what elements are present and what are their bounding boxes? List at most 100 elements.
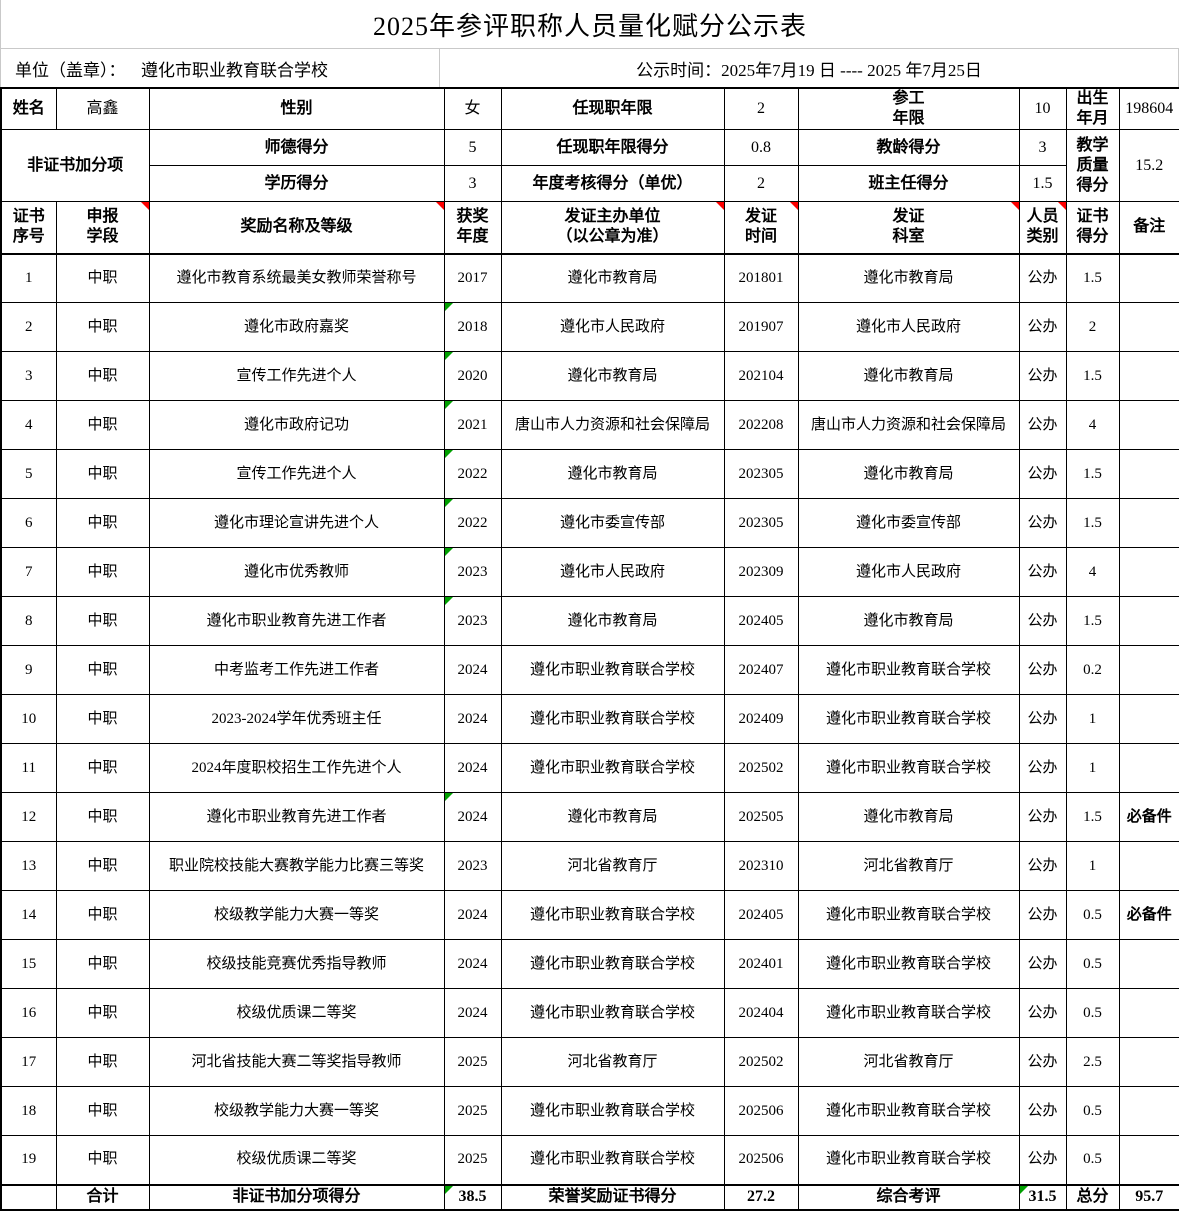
- certificate-row: 10 中职 2023-2024学年优秀班主任 2024 遵化市职业教育联合学校 20240…: [0, 694, 1179, 744]
- tenure-score-value: 0.8: [723, 129, 799, 166]
- col-header-score: 证书 得分: [1065, 201, 1120, 255]
- cell-no: 9: [0, 645, 57, 695]
- cell-remark: [1118, 743, 1179, 793]
- non-cert-row-2: 学历得分 3 年度考核得分（单优） 2 班主任得分 1.5: [1, 165, 1179, 202]
- cell-time: 202305: [723, 449, 799, 499]
- cell-office: 遵化市教育局: [797, 351, 1020, 401]
- table-header-row: 证书 序号 申报 学段 奖励名称及等级 获奖 年度 发证主办单位 （以公章为准） 发证 时…: [0, 201, 1179, 255]
- cell-year: 2017: [443, 253, 502, 303]
- cell-award: 遵化市职业教育先进工作者: [148, 792, 445, 842]
- unit-row: 单位（盖章）： 遵化市职业教育联合学校 公示时间：2025年7月19 日 ---…: [0, 48, 1179, 87]
- cell-year: 2025: [443, 1086, 502, 1136]
- cell-category: 公办: [1018, 498, 1067, 548]
- cell-category: 公办: [1018, 1037, 1067, 1087]
- cell-office: 遵化市教育局: [797, 253, 1020, 303]
- cell-remark: [1118, 400, 1179, 450]
- non-cert-section-label: 非证书加分项: [0, 129, 150, 202]
- cell-issuer: 遵化市委宣传部: [500, 498, 725, 548]
- cell-remark: [1118, 547, 1179, 597]
- cell-issuer: 遵化市职业教育联合学校: [500, 694, 725, 744]
- cell-year: 2024: [443, 792, 502, 842]
- cell-office: 唐山市人力资源和社会保障局: [797, 400, 1020, 450]
- certificate-row: 18 中职 校级教学能力大赛一等奖 2025 遵化市职业教育联合学校 202506 遵化市职…: [0, 1086, 1179, 1136]
- cell-award: 河北省技能大赛二等奖指导教师: [148, 1037, 445, 1087]
- cell-award: 中考监考工作先进工作者: [148, 645, 445, 695]
- totals-non-cert-value: 38.5: [443, 1183, 502, 1210]
- cell-stage: 中职: [55, 302, 150, 352]
- cell-time: 202208: [723, 400, 799, 450]
- error-marker-icon: [445, 352, 453, 360]
- totals-non-cert-number: 38.5: [458, 1188, 487, 1205]
- error-marker-icon: [445, 1186, 453, 1194]
- cell-year: 2025: [443, 1037, 502, 1087]
- cell-score: 2.5: [1065, 1037, 1120, 1087]
- cell-no: 7: [0, 547, 57, 597]
- cell-remark: [1118, 596, 1179, 646]
- cell-remark: [1118, 939, 1179, 989]
- cell-no: 4: [0, 400, 57, 450]
- teach-age-label: 教龄得分: [797, 129, 1020, 166]
- cell-stage: 中职: [55, 449, 150, 499]
- cell-award: 校级优质课二等奖: [148, 1135, 445, 1185]
- cell-time: 202309: [723, 547, 799, 597]
- cell-time: 202104: [723, 351, 799, 401]
- cell-stage: 中职: [55, 1086, 150, 1136]
- tenure-label: 任现职年限: [500, 87, 725, 130]
- cell-time: 202405: [723, 596, 799, 646]
- totals-row: 合计 非证书加分项得分 38.5 荣誉奖励证书得分 27.2 综合考评 31.5…: [0, 1183, 1179, 1210]
- cell-score: 1.5: [1065, 596, 1120, 646]
- comment-marker-icon: [789, 202, 797, 210]
- totals-honor-value: 27.2: [723, 1183, 799, 1210]
- tenure-score-label: 任现职年限得分: [500, 129, 725, 166]
- cell-award: 遵化市职业教育先进工作者: [148, 596, 445, 646]
- col-header-award: 奖励名称及等级: [148, 201, 445, 255]
- cell-stage: 中职: [55, 1037, 150, 1087]
- error-marker-icon: [445, 499, 453, 507]
- gender-label: 性别: [148, 87, 445, 130]
- cell-issuer: 遵化市职业教育联合学校: [500, 743, 725, 793]
- col-header-office: 发证 科室: [797, 201, 1020, 255]
- cell-office: 遵化市职业教育联合学校: [797, 1086, 1020, 1136]
- cell-remark: [1118, 302, 1179, 352]
- unit-label: 单位（盖章）：: [15, 60, 126, 80]
- cell-year: 2021: [443, 400, 502, 450]
- cell-category: 公办: [1018, 351, 1067, 401]
- certificate-row: 15 中职 校级技能竞赛优秀指导教师 2024 遵化市职业教育联合学校 202401 遵化市…: [0, 939, 1179, 989]
- cell-year: 2024: [443, 694, 502, 744]
- certificate-row: 7 中职 遵化市优秀教师 2023 遵化市人民政府 202309 遵化市人民政府 公办 4: [0, 547, 1179, 597]
- gender-value: 女: [443, 87, 502, 130]
- totals-empty-cell: [0, 1183, 57, 1210]
- teach-age-value: 3: [1018, 129, 1067, 166]
- cell-no: 19: [0, 1135, 57, 1185]
- cell-year: 2024: [443, 743, 502, 793]
- cell-category: 公办: [1018, 890, 1067, 940]
- cell-award: 遵化市政府记功: [148, 400, 445, 450]
- cell-year: 2022: [443, 449, 502, 499]
- cell-award: 校级教学能力大赛一等奖: [148, 890, 445, 940]
- certificate-row: 16 中职 校级优质课二等奖 2024 遵化市职业教育联合学校 202404 遵化市职业教育…: [0, 988, 1179, 1038]
- cell-office: 遵化市职业教育联合学校: [797, 988, 1020, 1038]
- col-header-time: 发证 时间: [723, 201, 799, 255]
- work-years-label: 参工 年限: [797, 87, 1020, 130]
- certificate-row: 17 中职 河北省技能大赛二等奖指导教师 2025 河北省教育厅 202502 河北省教育厅…: [0, 1037, 1179, 1087]
- birth-value: 198604: [1118, 87, 1179, 130]
- cell-time: 202404: [723, 988, 799, 1038]
- cell-category: 公办: [1018, 596, 1067, 646]
- certificate-row: 6 中职 遵化市理论宣讲先进个人 2022 遵化市委宣传部 202305 遵化市委宣传部 公办…: [0, 498, 1179, 548]
- cell-score: 1.5: [1065, 792, 1120, 842]
- col-header-remark: 备注: [1118, 201, 1179, 255]
- cell-award: 校级技能竞赛优秀指导教师: [148, 939, 445, 989]
- cell-issuer: 遵化市教育局: [500, 596, 725, 646]
- head-teacher-value: 1.5: [1018, 165, 1067, 202]
- cell-year: 2025: [443, 1135, 502, 1185]
- cell-no: 14: [0, 890, 57, 940]
- cell-category: 公办: [1018, 939, 1067, 989]
- cell-issuer: 遵化市教育局: [500, 253, 725, 303]
- cell-remark: [1118, 498, 1179, 548]
- cell-score: 0.2: [1065, 645, 1120, 695]
- cell-time: 202401: [723, 939, 799, 989]
- cell-no: 10: [0, 694, 57, 744]
- cell-issuer: 遵化市职业教育联合学校: [500, 1135, 725, 1185]
- cell-office: 遵化市教育局: [797, 792, 1020, 842]
- certificate-row: 14 中职 校级教学能力大赛一等奖 2024 遵化市职业教育联合学校 202405 遵化市职…: [0, 890, 1179, 940]
